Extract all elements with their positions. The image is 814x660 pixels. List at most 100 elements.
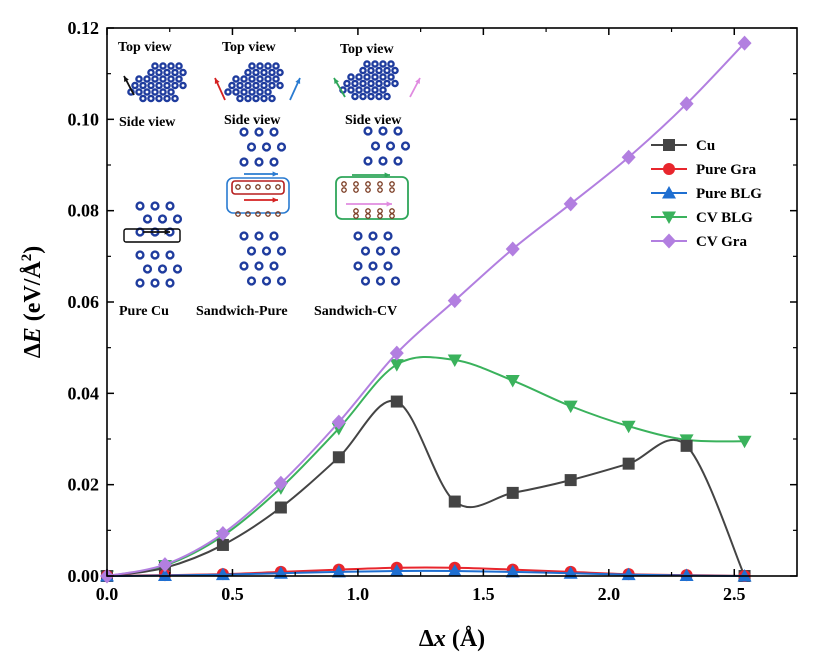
cu-atom (239, 231, 249, 241)
top-view-atom (351, 92, 359, 101)
top-view-atom (268, 94, 276, 103)
carbon-atom (235, 211, 241, 217)
x-tick-label: 2.0 (598, 584, 621, 604)
data-point (331, 414, 346, 430)
legend-marker (663, 139, 675, 151)
cu-atom (254, 157, 264, 167)
cu-atom (400, 141, 411, 151)
series-cv-gra (100, 35, 752, 584)
top-view-atom (135, 88, 143, 96)
data-point (679, 568, 694, 582)
top-view-atom (359, 66, 367, 75)
top-view-atom (248, 88, 256, 96)
top-view-atom (256, 88, 264, 96)
cu-atom (165, 250, 175, 260)
cu-atom (172, 214, 183, 224)
top-view-atom (343, 79, 351, 88)
carbon-atom (353, 208, 359, 214)
top-view-atom (135, 75, 143, 83)
top-view-atom (143, 75, 151, 83)
top-view-atom (375, 66, 383, 75)
top-view-atom (252, 81, 260, 90)
data-point (332, 451, 345, 464)
top-view-atom (131, 81, 139, 90)
top-view-atom (179, 68, 187, 77)
top-view-atom (147, 94, 155, 103)
top-view-atom (264, 62, 272, 70)
cu-atom (383, 231, 393, 241)
x-tick-label: 1.0 (347, 584, 370, 604)
data-point (564, 474, 577, 487)
inset-side-view-label-3: Side view (345, 113, 402, 128)
top-view-atom (240, 75, 248, 83)
top-view-atom (167, 75, 175, 83)
legend: Cu Pure Gra Pure BLG CV BLG CV Gra (651, 138, 762, 250)
top-view-atom (359, 92, 367, 101)
top-view-atom (276, 68, 284, 77)
top-view-arrow-head (124, 76, 129, 82)
top-view-atom (260, 81, 268, 90)
top-view-atom (147, 68, 155, 77)
carbon-atom (365, 181, 371, 187)
carbon-atom (377, 208, 383, 214)
cu-atom (276, 246, 287, 256)
top-view-atom (347, 86, 355, 94)
carbon-atom (377, 187, 383, 193)
top-view-atom (171, 68, 179, 77)
cu-atom (378, 126, 388, 136)
cu-atom (239, 157, 249, 167)
cu-atom (378, 156, 388, 166)
carbon-atom (275, 184, 281, 190)
top-view-atom (367, 66, 375, 75)
top-view-atom (347, 73, 355, 81)
carbon-atom (365, 213, 371, 219)
top-view-atom (276, 81, 284, 90)
carbon-atom (353, 187, 359, 193)
top-view-atom (167, 62, 175, 70)
top-view-atom (375, 79, 383, 88)
top-view-atom (163, 81, 171, 90)
top-view-atom (383, 66, 391, 75)
data-point (680, 439, 693, 452)
cu-atom (150, 278, 160, 288)
top-view-atom (375, 92, 383, 101)
inset-atom-drawings (123, 60, 421, 288)
top-view-atom (147, 81, 155, 90)
carbon-atom (389, 213, 395, 219)
top-view-atom (244, 68, 252, 77)
inset-top-view-label-2: Top view (222, 40, 276, 55)
carbon-atom (377, 213, 383, 219)
top-view-atom (379, 60, 387, 68)
top-view-atom (143, 88, 151, 96)
data-point (157, 568, 172, 582)
data-point (215, 567, 230, 581)
legend-marker (662, 233, 676, 249)
top-view-arrow-green-head (334, 78, 339, 84)
top-view-arrow-red-head (214, 78, 220, 84)
top-view-atom (391, 79, 399, 88)
legend-label: Pure BLG (696, 186, 762, 202)
top-view-atom (367, 92, 375, 101)
top-view-atom (268, 68, 276, 77)
cu-atom (142, 214, 153, 224)
top-view-atom (355, 86, 363, 94)
top-view-atom (240, 88, 248, 96)
carbon-atom (245, 184, 251, 190)
cu-atom (353, 231, 363, 241)
x-axis-title: Δx (Å) (419, 626, 485, 652)
top-view-atom (371, 73, 379, 81)
legend-marker (662, 186, 676, 199)
cu-atom (269, 157, 279, 167)
x-tick-label: 0.0 (96, 584, 119, 604)
top-view-atom (383, 79, 391, 88)
legend-marker (662, 211, 676, 224)
cu-atom (360, 276, 371, 286)
cu-atom (239, 127, 249, 137)
series-line (106, 399, 746, 577)
cu-atom (165, 278, 175, 288)
data-point (274, 501, 287, 514)
top-view-atom (224, 88, 232, 96)
y-tick-label: 0.02 (68, 475, 100, 495)
top-view-atom (264, 75, 272, 83)
axes: 0.0 0.5 1.0 1.5 2.0 2.5 0.00 0.02 0.04 0.06 0.08 0.… (68, 18, 798, 604)
